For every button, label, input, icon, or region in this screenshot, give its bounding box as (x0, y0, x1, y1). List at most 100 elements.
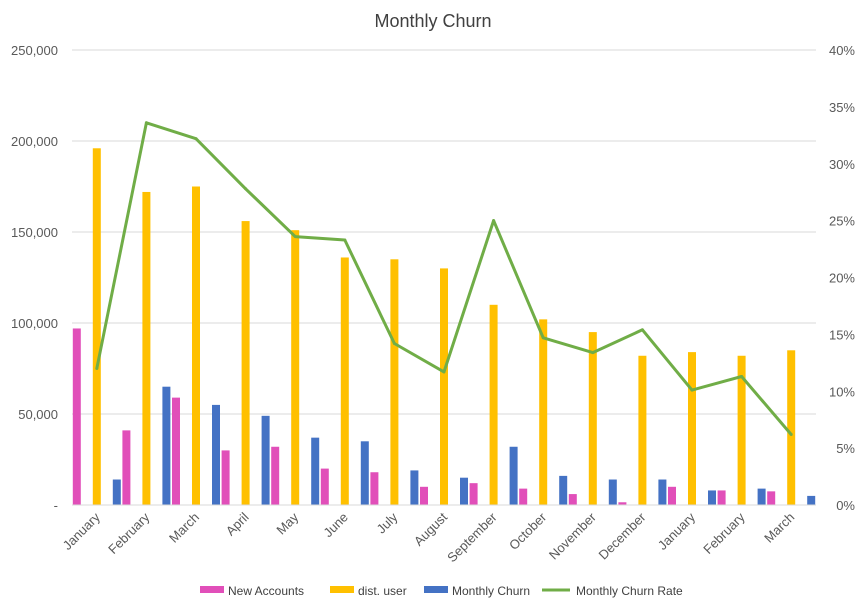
y-right-tick-label: 35% (829, 100, 855, 115)
bar-monthly-churn (460, 477, 468, 505)
x-tick-label: October (506, 509, 550, 553)
bar-new-accounts (767, 491, 776, 505)
legend-swatch-monthly-churn (424, 586, 448, 593)
churn-rate-point (740, 374, 744, 378)
x-axis: January February March April May June July Augu… (60, 504, 816, 565)
churn-rate-point (144, 121, 148, 125)
x-tick-label: January (655, 509, 699, 553)
bar-monthly-churn (162, 386, 171, 505)
churn-rate-point (492, 219, 496, 223)
churn-rate-point (442, 370, 446, 374)
x-tick-label: September (444, 509, 500, 565)
bar-monthly-churn (708, 490, 716, 505)
x-tick-label: January (60, 509, 104, 553)
bar-new-accounts (568, 494, 577, 505)
x-tick-label: February (700, 509, 748, 557)
bar-dist-user (737, 355, 746, 505)
legend: New Accounts dist. user Monthly Churn Month… (200, 584, 683, 598)
y-right-tick-label: 5% (836, 441, 855, 456)
bar-monthly-churn (360, 441, 369, 505)
bar-monthly-churn (261, 415, 270, 505)
bar-dist-user (340, 257, 349, 505)
churn-rate-point (591, 351, 595, 355)
bar-new-accounts (172, 397, 180, 505)
bar-new-accounts (469, 483, 478, 505)
y-right-tick-label: 10% (829, 384, 855, 399)
bar-monthly-churn (807, 495, 816, 505)
legend-label-new-accounts: New Accounts (228, 584, 304, 598)
y-right-tick-label: 25% (829, 214, 855, 229)
y-right-tick-label: 0% (836, 498, 855, 513)
right-axis: 0% 5% 10% 15% 20% 25% 30% 35% 40% (829, 43, 855, 513)
bar-dist-user (390, 259, 399, 505)
x-tick-label: March (761, 510, 797, 546)
churn-rate-point (640, 328, 644, 332)
legend-label-monthly-churn-rate: Monthly Churn Rate (576, 584, 683, 598)
bar-monthly-churn (509, 446, 518, 505)
y-right-tick-label: 30% (829, 157, 855, 172)
x-tick-label: April (223, 509, 252, 538)
bars (72, 148, 816, 505)
legend-label-monthly-churn: Monthly Churn (452, 584, 530, 598)
bar-monthly-churn (311, 437, 320, 505)
legend-swatch-new-accounts (200, 586, 224, 593)
bar-new-accounts (370, 472, 379, 505)
bar-dist-user (192, 186, 200, 505)
bar-new-accounts (320, 468, 329, 505)
churn-rate-point (194, 137, 198, 141)
bar-monthly-churn (212, 404, 220, 505)
y-left-tick-label: 200,000 (11, 134, 58, 149)
bar-new-accounts (668, 486, 676, 505)
bar-new-accounts (420, 486, 428, 505)
y-right-tick-label: 15% (829, 327, 855, 342)
bar-dist-user (92, 148, 101, 505)
bar-new-accounts (519, 488, 528, 505)
bar-dist-user (142, 191, 151, 505)
churn-rate-line (95, 121, 793, 436)
bar-dist-user (588, 332, 597, 505)
bar-monthly-churn (658, 479, 667, 505)
x-tick-label: July (374, 509, 401, 536)
x-tick-label: December (596, 509, 649, 562)
bar-new-accounts (717, 490, 726, 505)
y-left-tick-label: 100,000 (11, 316, 58, 331)
left-axis: - 50,000 100,000 150,000 200,000 250,000 (11, 43, 58, 513)
bar-monthly-churn (410, 470, 419, 505)
churn-rate-point (343, 238, 347, 242)
bar-dist-user (539, 319, 548, 505)
y-right-tick-label: 40% (829, 43, 855, 58)
bar-dist-user (440, 268, 448, 505)
y-left-tick-label: 250,000 (11, 43, 58, 58)
churn-rate-point (293, 235, 297, 239)
bar-monthly-churn (559, 475, 568, 505)
bar-monthly-churn (608, 479, 617, 505)
churn-rate-point (541, 336, 545, 340)
y-left-tick-label: - (54, 498, 58, 513)
legend-label-dist-user: dist. user (358, 584, 407, 598)
x-tick-label: August (411, 509, 450, 548)
churn-rate-point (690, 388, 694, 392)
bar-new-accounts (122, 430, 131, 505)
x-tick-label: May (273, 509, 301, 537)
churn-rate-point (789, 432, 793, 436)
bar-new-accounts (271, 446, 280, 505)
x-tick-label: February (105, 509, 153, 557)
bar-dist-user (787, 350, 796, 505)
bar-new-accounts (221, 450, 230, 505)
y-left-tick-label: 50,000 (18, 407, 58, 422)
chart-title: Monthly Churn (374, 11, 491, 31)
bar-dist-user (241, 221, 250, 505)
x-tick-label: November (546, 509, 599, 562)
bar-dist-user (638, 355, 647, 505)
y-left-tick-label: 150,000 (11, 225, 58, 240)
bar-dist-user (489, 304, 498, 505)
bar-monthly-churn (112, 479, 121, 505)
bar-monthly-churn (757, 488, 766, 505)
churn-rate-point (95, 367, 99, 370)
y-right-tick-label: 20% (829, 271, 855, 286)
churn-rate-point (244, 187, 248, 191)
bar-new-accounts (72, 328, 81, 505)
x-tick-label: June (320, 510, 351, 541)
